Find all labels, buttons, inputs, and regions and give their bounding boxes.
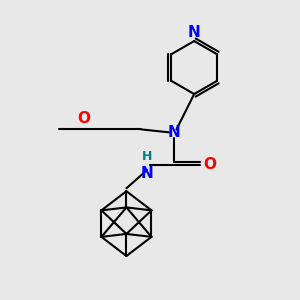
Text: O: O xyxy=(204,157,217,172)
Text: O: O xyxy=(77,111,90,126)
Text: H: H xyxy=(142,150,152,163)
Text: N: N xyxy=(167,125,180,140)
Text: N: N xyxy=(188,25,200,40)
Text: N: N xyxy=(141,166,153,181)
